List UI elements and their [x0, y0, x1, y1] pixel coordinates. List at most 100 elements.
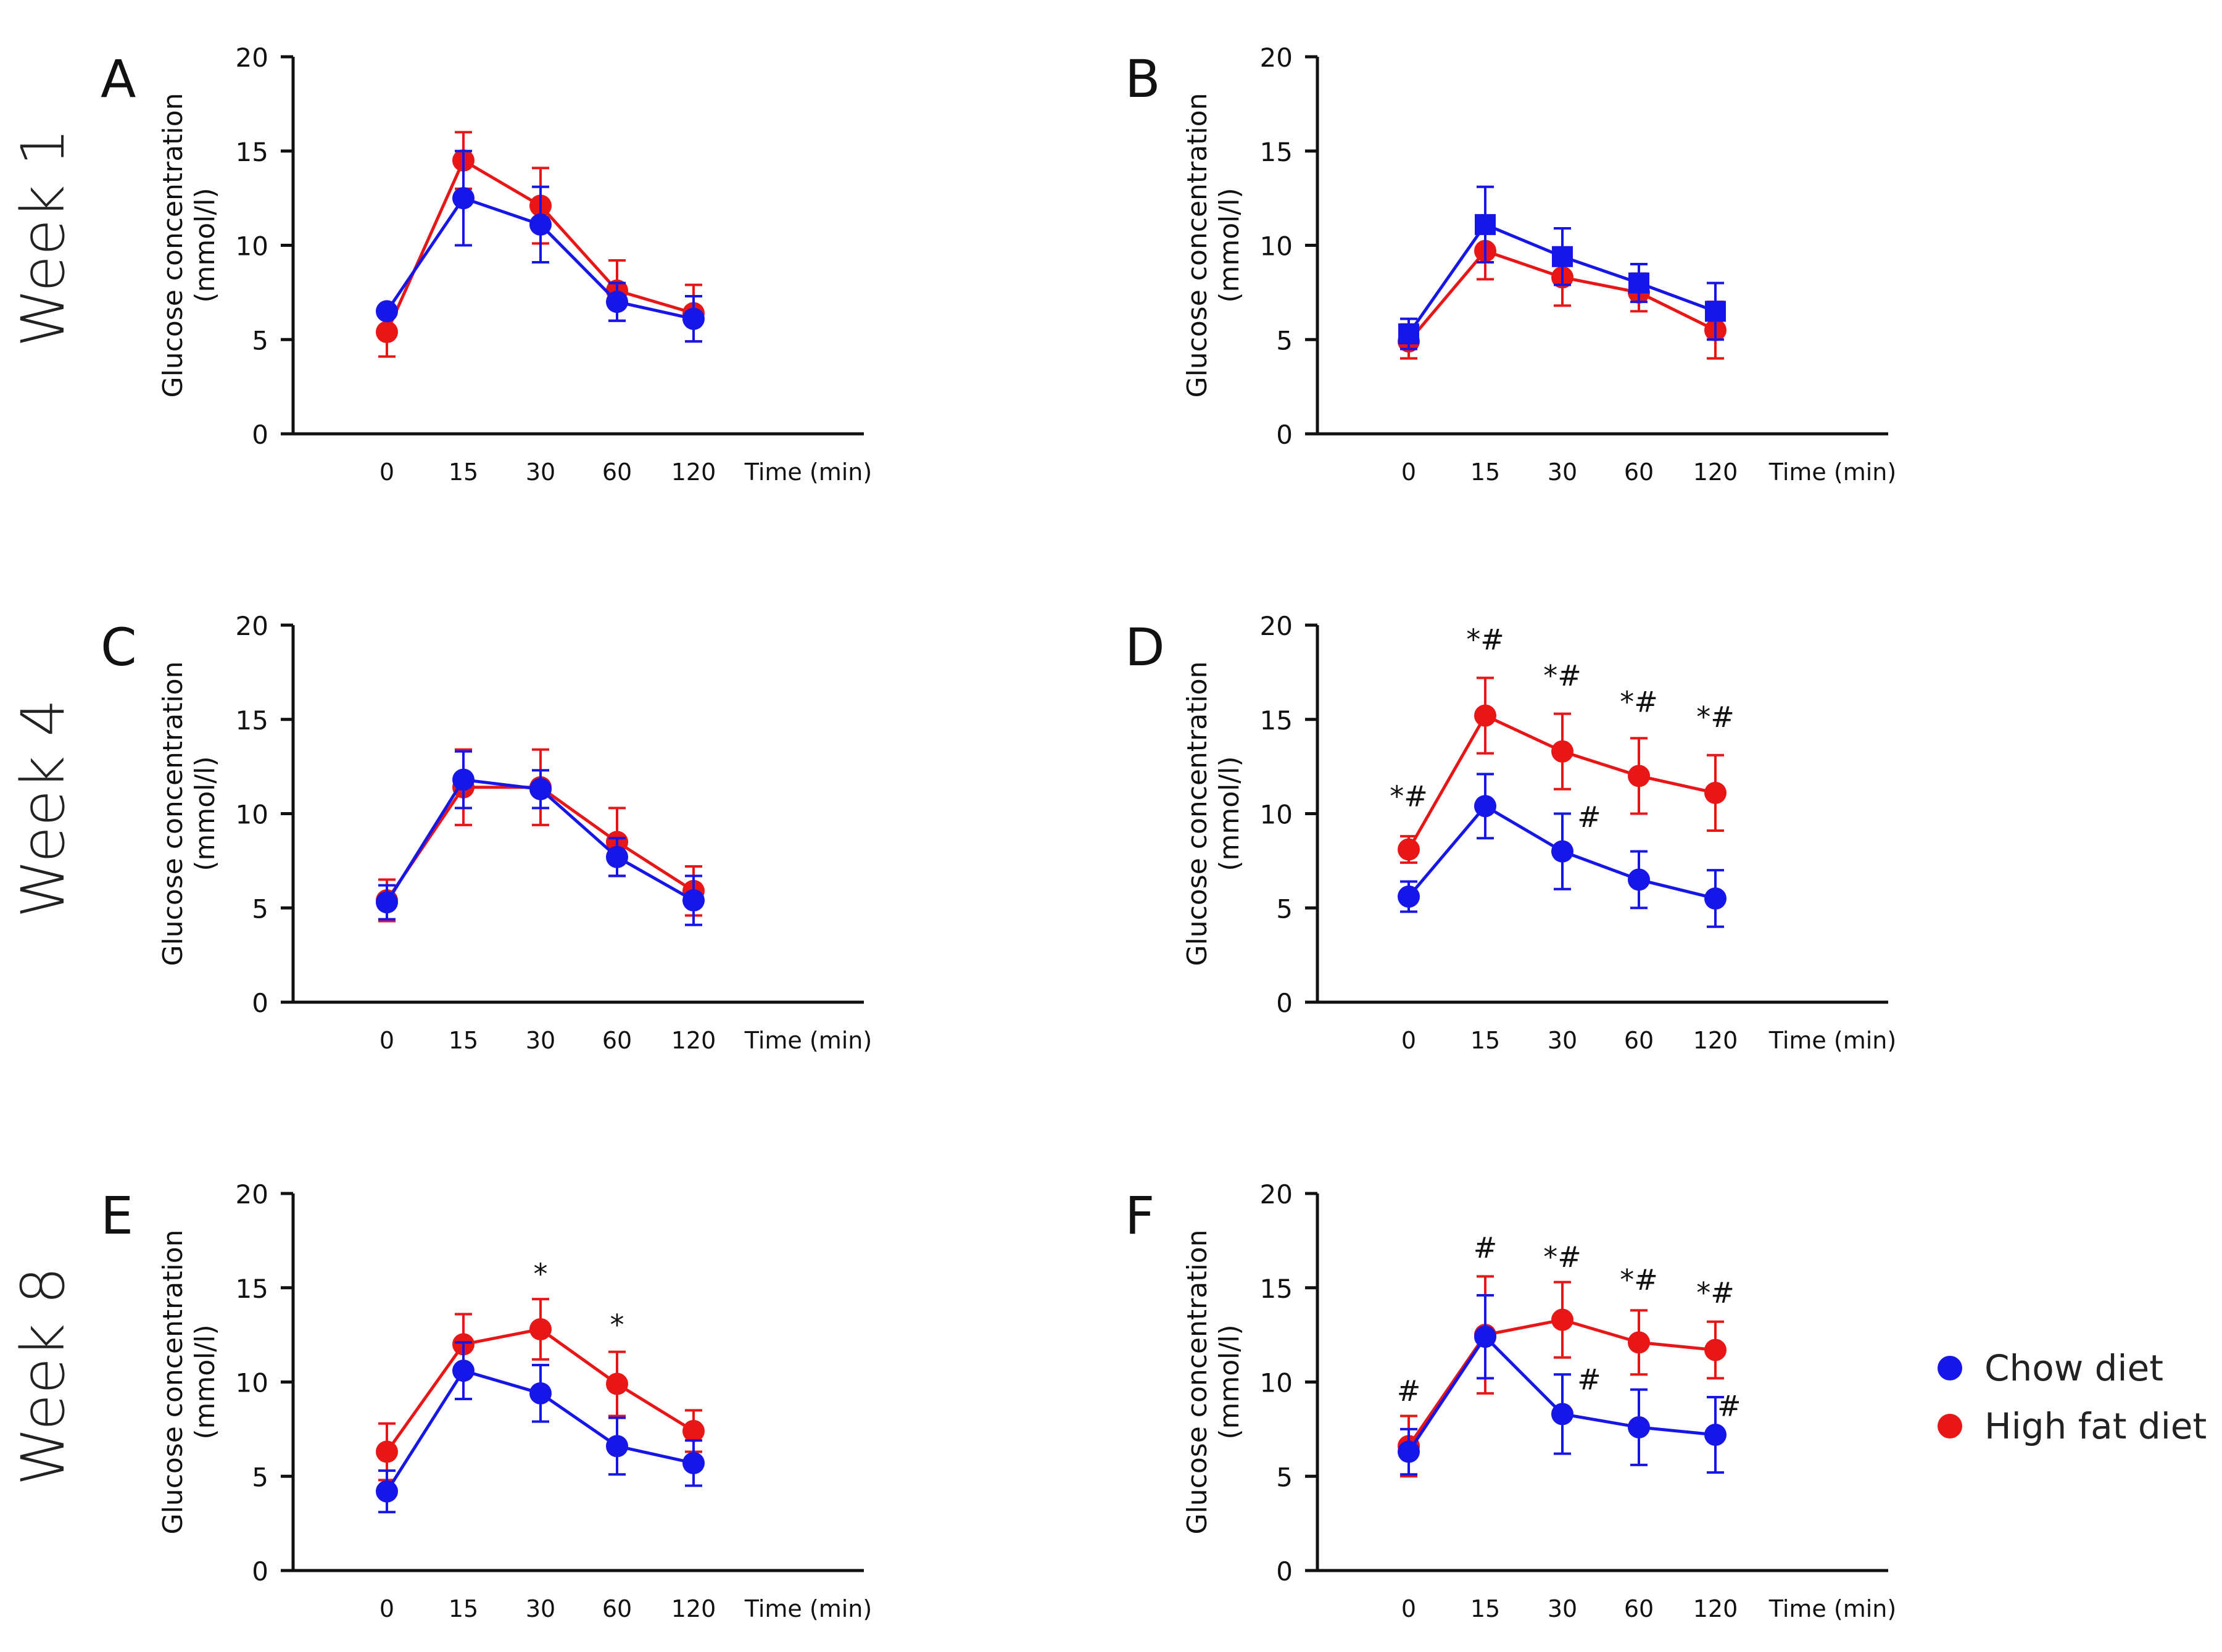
y-tick-label: 10	[236, 1368, 268, 1398]
y-tick-label: 5	[252, 1462, 268, 1492]
data-point	[452, 768, 475, 791]
series-high-fat-diet	[376, 1298, 705, 1482]
x-axis-label: Time (min)	[1768, 1595, 1896, 1622]
row-label-week-1: Week 1	[9, 128, 78, 347]
x-tick-label: 30	[526, 1595, 555, 1622]
data-point	[1475, 214, 1496, 235]
y-axis-label-line2: (mmol/l)	[189, 1324, 221, 1439]
x-tick-label: 60	[1624, 1027, 1654, 1054]
series-chow-diet	[376, 149, 705, 343]
y-tick-label: 0	[1276, 1556, 1293, 1587]
data-point	[529, 778, 552, 800]
y-axis-label-line1: Glucose concentration	[1182, 661, 1213, 966]
x-tick-label: 15	[449, 459, 478, 486]
panel-letter: D	[1125, 617, 1165, 678]
data-point	[1398, 838, 1420, 861]
x-tick-label: 30	[526, 459, 555, 486]
data-point	[1628, 1416, 1650, 1438]
x-tick-label: 15	[1470, 1027, 1500, 1054]
significance-label: *#	[1620, 686, 1658, 719]
panel-letter: F	[1125, 1185, 1155, 1246]
x-tick-label: 15	[449, 1595, 478, 1622]
y-tick-label: 10	[1260, 800, 1293, 830]
y-tick-label: 10	[236, 800, 268, 830]
y-axis-label: Glucose concentration(mmol/l)	[157, 1229, 221, 1534]
panel-b: B 0 5 10 15 20 Glucose concentration(mmol/l) 0 1…	[1125, 43, 1896, 486]
data-point	[682, 889, 705, 912]
panel-letter: E	[101, 1185, 133, 1246]
y-tick-label: 15	[1260, 705, 1293, 736]
row-label-week-8: Week 8	[9, 1266, 78, 1486]
y-tick-label: 0	[252, 420, 268, 450]
x-tick-label: 120	[1693, 459, 1738, 486]
x-tick-label: 60	[602, 459, 632, 486]
legend-chow-marker-icon	[1938, 1356, 1962, 1380]
data-point	[1705, 301, 1726, 322]
significance-label: #	[1577, 1363, 1601, 1397]
y-tick-label: 20	[236, 1179, 268, 1210]
data-point	[1552, 246, 1573, 267]
data-point	[682, 1451, 705, 1474]
y-tick-label: 15	[1260, 137, 1293, 167]
legend: Chow diet High fat diet	[1938, 1339, 2207, 1455]
x-tick-label: 30	[526, 1027, 555, 1054]
data-point	[376, 891, 398, 914]
y-tick-label: 15	[236, 137, 268, 167]
x-tick-label: 0	[1401, 1595, 1416, 1622]
x-tick-label: 0	[379, 459, 394, 486]
y-tick-label: 15	[1260, 1274, 1293, 1304]
y-tick-label: 10	[1260, 1368, 1293, 1398]
y-axis-label-line1: Glucose concentration	[1182, 1229, 1213, 1534]
y-axis-label-line1: Glucose concentration	[157, 661, 189, 966]
significance-label: *#	[1696, 1276, 1735, 1310]
y-tick-label: 0	[1276, 988, 1293, 1018]
significance-label: *#	[1696, 700, 1735, 734]
series-chow-diet	[376, 750, 705, 926]
data-point	[1704, 1339, 1727, 1361]
data-point	[1628, 272, 1649, 294]
x-tick-label: 60	[602, 1027, 632, 1054]
panel-f: F 0 5 10 15 20 Glucose concentration(mmol/l) 0 1…	[1125, 1179, 1896, 1622]
data-point	[452, 187, 475, 210]
y-axis-label: Glucose concentration(mmol/l)	[157, 661, 221, 966]
data-point	[1551, 840, 1573, 863]
significance-label: #	[1717, 1389, 1741, 1422]
x-tick-label: 0	[379, 1027, 394, 1054]
panel-c: C 0 5 10 15 20 Glucose concentration(mmol/l) 0 1…	[101, 611, 872, 1054]
legend-item-chow: Chow diet	[1938, 1339, 2207, 1397]
data-point	[1704, 1424, 1727, 1447]
x-tick-label: 0	[1401, 459, 1416, 486]
data-point	[1474, 795, 1496, 818]
x-tick-label: 120	[671, 459, 716, 486]
y-axis-label-line1: Glucose concentration	[157, 93, 189, 397]
panel-d: D 0 5 10 15 20 Glucose concentration(mmol/l) 0 1…	[1125, 611, 1896, 1054]
y-tick-label: 20	[1260, 1179, 1293, 1210]
significance-label: *#	[1390, 779, 1428, 813]
data-point	[1551, 1308, 1573, 1331]
data-point	[1398, 323, 1419, 345]
y-tick-label: 5	[1276, 325, 1293, 355]
series-high-fat-diet	[1398, 676, 1727, 864]
data-point	[376, 1440, 398, 1463]
row-label-week-4: Week 4	[9, 699, 78, 918]
data-point	[1704, 781, 1727, 804]
significance-label: #	[1474, 1231, 1498, 1264]
legend-chow-label: Chow diet	[1984, 1347, 2163, 1389]
data-point	[606, 291, 628, 313]
y-axis-label-line2: (mmol/l)	[189, 188, 221, 302]
x-tick-label: 60	[1624, 1595, 1654, 1622]
x-tick-label: 30	[1548, 1027, 1577, 1054]
data-point	[1628, 1331, 1650, 1354]
data-point	[376, 1480, 398, 1503]
x-tick-label: 30	[1548, 459, 1577, 486]
data-point	[606, 1372, 628, 1395]
series-chow-diet	[1398, 773, 1727, 928]
series-chow-diet	[1398, 185, 1726, 351]
y-tick-label: 15	[236, 705, 268, 736]
x-tick-label: 15	[1470, 459, 1500, 486]
panel-a: A 0 5 10 15 20 Glucose concentration(mmol/l) 0 1…	[101, 43, 872, 486]
data-point	[1628, 868, 1650, 891]
x-tick-label: 120	[1693, 1595, 1738, 1622]
significance-label: *	[534, 1258, 548, 1291]
